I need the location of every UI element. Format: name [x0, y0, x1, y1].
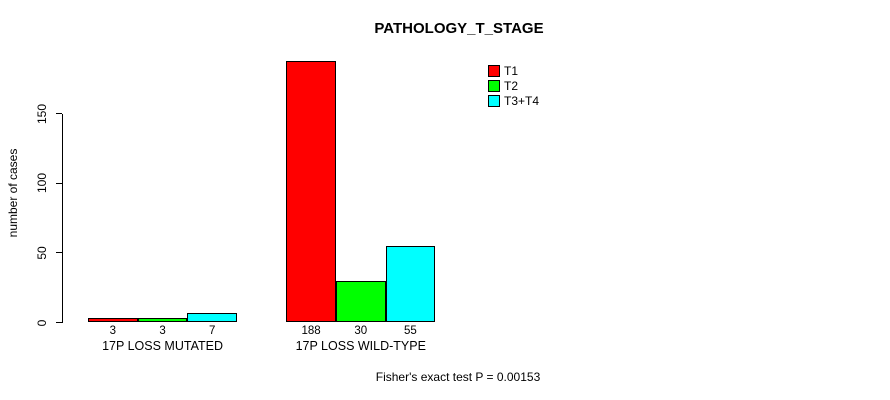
bar-value-label: 3: [109, 324, 117, 337]
bar-t1: [286, 60, 336, 323]
bar-value-label: 7: [209, 324, 216, 337]
category-label: 17P LOSS MUTATED: [102, 339, 223, 353]
y-tick-label: 0: [35, 319, 49, 326]
y-tick-mark: [55, 182, 62, 184]
legend-swatch-t2: [488, 80, 500, 92]
y-tick-mark: [55, 252, 62, 254]
y-tick-mark: [55, 322, 62, 323]
legend-label: T3+T4: [504, 94, 540, 108]
chart-title: PATHOLOGY_T_STAGE: [374, 20, 544, 37]
bar-value-label: 55: [404, 324, 417, 337]
legend-swatch-t3+t4: [488, 95, 500, 107]
annotation-text: Fisher's exact test P = 0.00153: [375, 370, 541, 384]
y-tick-label: 150: [35, 103, 49, 124]
y-tick-label: 100: [35, 173, 49, 194]
bar-t2: [335, 280, 386, 323]
category-label: 17P LOSS WILD-TYPE: [295, 339, 426, 353]
bar-t1: [88, 318, 138, 323]
y-axis-line: [62, 113, 63, 323]
bar-t2: [137, 318, 188, 323]
y-tick-mark: [55, 113, 62, 114]
bar-t3+t4: [187, 312, 238, 323]
bar-value-label: 30: [354, 324, 368, 337]
bar-value-label: 3: [159, 324, 166, 337]
y-axis-label: number of cases: [6, 148, 20, 238]
bar-value-label: 188: [301, 324, 321, 337]
bar-t3+t4: [385, 245, 436, 323]
legend-label: T1: [504, 64, 519, 78]
legend-label: T2: [504, 79, 519, 93]
y-tick-label: 50: [35, 246, 49, 260]
legend-swatch-t1: [488, 65, 500, 77]
